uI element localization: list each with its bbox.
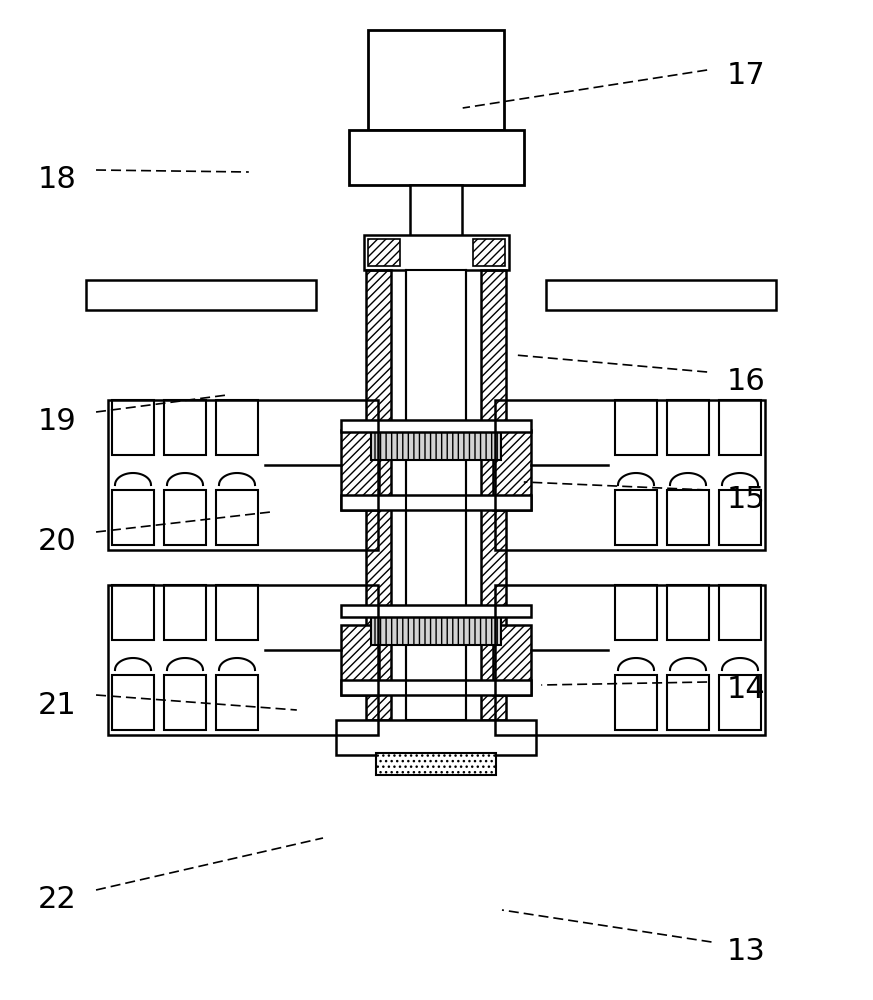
Bar — [368, 30, 504, 130]
Bar — [164, 675, 206, 730]
Bar — [667, 585, 709, 640]
Text: 20: 20 — [38, 528, 76, 556]
Bar — [366, 270, 391, 720]
Bar — [366, 270, 391, 720]
Bar — [719, 585, 761, 640]
Bar — [495, 400, 765, 550]
Bar — [719, 400, 761, 455]
Bar — [341, 625, 379, 695]
Text: 14: 14 — [727, 676, 766, 704]
Bar — [481, 270, 506, 720]
Bar — [112, 675, 154, 730]
Text: 13: 13 — [727, 938, 766, 966]
Bar — [376, 753, 496, 775]
Bar — [349, 130, 524, 185]
Bar — [216, 585, 258, 640]
Bar — [341, 430, 379, 510]
Bar — [108, 585, 378, 735]
Bar — [406, 270, 466, 720]
Bar — [546, 280, 776, 310]
Text: 22: 22 — [38, 886, 76, 914]
Bar — [364, 235, 509, 270]
Bar — [336, 720, 536, 755]
Bar — [341, 605, 531, 617]
Bar — [371, 617, 501, 645]
Bar — [719, 490, 761, 545]
Bar — [112, 490, 154, 545]
Bar — [368, 239, 400, 266]
Bar — [112, 400, 154, 455]
Bar — [371, 432, 501, 460]
Bar — [667, 490, 709, 545]
Bar — [86, 280, 316, 310]
Bar — [615, 400, 657, 455]
Text: 19: 19 — [38, 408, 76, 436]
Bar — [108, 400, 378, 550]
Text: 17: 17 — [727, 60, 766, 90]
Bar — [341, 420, 531, 432]
Bar — [667, 675, 709, 730]
Text: 15: 15 — [727, 486, 766, 514]
Bar — [216, 400, 258, 455]
Bar — [493, 625, 531, 695]
Bar — [615, 490, 657, 545]
Bar — [667, 400, 709, 455]
Bar — [495, 585, 765, 735]
Bar — [481, 270, 506, 720]
Bar — [493, 430, 531, 510]
Bar — [216, 490, 258, 545]
Bar — [164, 585, 206, 640]
Bar — [341, 680, 531, 695]
Bar — [493, 625, 531, 695]
Bar — [473, 239, 505, 266]
Bar — [341, 625, 379, 695]
Bar — [410, 185, 462, 240]
Bar — [615, 585, 657, 640]
Text: 18: 18 — [38, 165, 76, 194]
Bar — [164, 490, 206, 545]
Bar — [341, 495, 531, 510]
Bar — [719, 675, 761, 730]
Text: 21: 21 — [38, 690, 76, 720]
Bar — [112, 585, 154, 640]
Bar — [615, 675, 657, 730]
Bar — [164, 400, 206, 455]
Bar — [493, 430, 531, 510]
Text: 16: 16 — [727, 367, 766, 396]
Bar — [216, 675, 258, 730]
Bar — [341, 430, 379, 510]
